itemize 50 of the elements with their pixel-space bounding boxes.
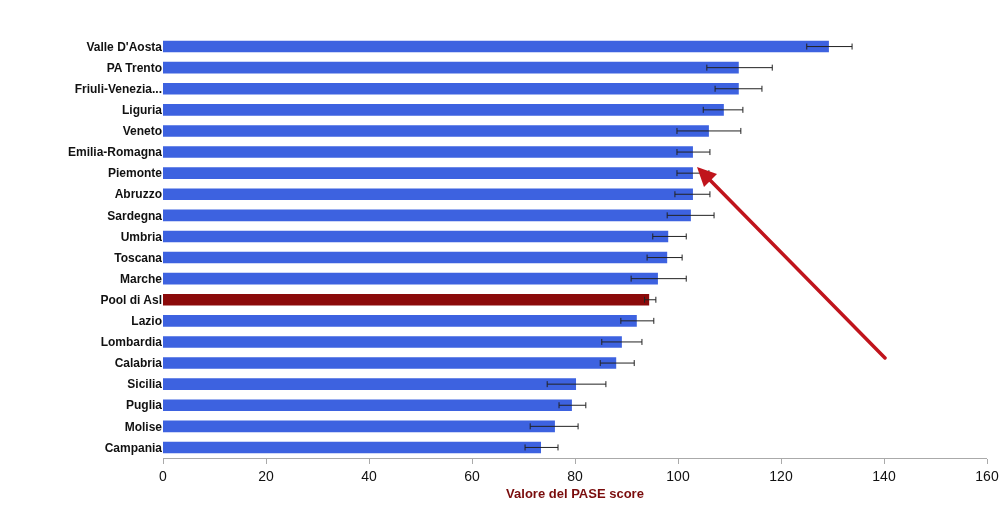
y-tick-label: Friuli-Venezia... (74, 81, 162, 96)
y-tick-label: Abruzzo (114, 187, 162, 202)
x-tick-label: 40 (361, 467, 377, 484)
bar (163, 125, 709, 137)
y-tick-label: Sardegna (107, 208, 163, 223)
y-tick-label: Lazio (131, 314, 162, 329)
bar (163, 441, 542, 454)
y-tick-label: Sicilia (127, 377, 163, 392)
bar (163, 251, 668, 264)
bar (163, 82, 739, 95)
y-tick-label: Liguria (121, 103, 163, 118)
bar (163, 146, 693, 158)
bar (163, 167, 693, 179)
y-tick-label: Calabria (114, 356, 163, 371)
bar (163, 293, 650, 306)
y-tick-label: Campania (104, 440, 163, 455)
y-tick-label: PA Trento (106, 60, 162, 75)
x-tick-label: 0 (159, 467, 168, 484)
bar (163, 61, 739, 74)
bar (163, 272, 658, 285)
x-tick-label: 100 (666, 467, 690, 484)
bar (163, 188, 693, 201)
bar (163, 336, 622, 348)
y-tick-label: Marche (119, 271, 163, 286)
x-tick-label: 140 (872, 467, 896, 484)
x-tick-label: 160 (975, 467, 999, 484)
y-tick-label: Pool di Asl (100, 292, 162, 307)
y-tick-label: Molise (124, 419, 163, 434)
x-tick-label: 60 (464, 467, 480, 484)
bar (163, 378, 577, 390)
bar (163, 104, 724, 116)
bar (163, 357, 617, 369)
x-tick-label: 120 (769, 467, 793, 484)
x-tick-label: 20 (258, 467, 274, 484)
y-tick-label: Toscana (114, 250, 163, 265)
bar (163, 40, 829, 53)
y-tick-label: Puglia (125, 398, 163, 413)
bar (163, 399, 572, 412)
y-tick-label: Veneto (122, 124, 162, 139)
y-tick-label: Valle D'Aosta (86, 39, 163, 54)
y-tick-label: Emilia-Romagna (67, 145, 163, 160)
bar (163, 209, 691, 222)
bar (163, 420, 555, 433)
x-axis-title: Valore del PASE score (506, 486, 644, 502)
bar (163, 315, 637, 327)
x-tick-label: 80 (567, 467, 583, 484)
bar (163, 230, 669, 243)
y-tick-label: Piemonte (107, 166, 163, 181)
y-tick-label: Umbria (120, 229, 163, 244)
y-tick-label: Lombardia (100, 335, 163, 350)
